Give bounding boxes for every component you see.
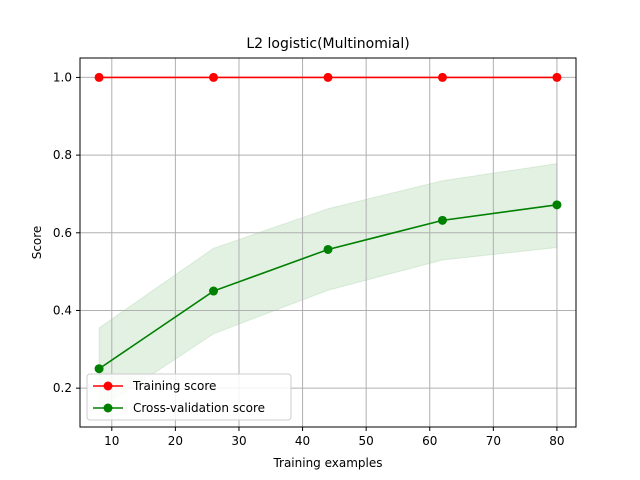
training-score-point bbox=[552, 72, 562, 82]
legend-label-training-score: Training score bbox=[132, 379, 216, 393]
y-axis-ticks: 0.2 0.4 0.6 0.8 1.0 bbox=[53, 70, 80, 395]
y-tick-label: 0.8 bbox=[53, 148, 72, 162]
cross-validation-score-point bbox=[552, 200, 562, 210]
legend-marker-cross-validation-score bbox=[103, 403, 113, 413]
chart-title: L2 logistic(Multinomial) bbox=[246, 36, 409, 52]
training-score-point bbox=[94, 72, 104, 82]
x-tick-label: 70 bbox=[486, 434, 501, 448]
x-tick-label: 30 bbox=[231, 434, 246, 448]
cross-validation-score-point bbox=[209, 286, 219, 296]
x-tick-label: 20 bbox=[168, 434, 183, 448]
x-tick-label: 10 bbox=[104, 434, 119, 448]
x-axis-ticks: 10 20 30 40 50 60 70 80 bbox=[104, 427, 565, 448]
x-tick-label: 80 bbox=[549, 434, 564, 448]
x-axis-label: Training examples bbox=[272, 456, 382, 470]
legend-label-cross-validation-score: Cross-validation score bbox=[133, 401, 265, 415]
y-tick-label: 0.4 bbox=[53, 303, 72, 317]
legend-box bbox=[86, 373, 292, 421]
training-score-point bbox=[437, 72, 447, 82]
cross-validation-score-point bbox=[323, 244, 333, 254]
cross-validation-score-point bbox=[94, 364, 104, 374]
y-tick-label: 0.2 bbox=[53, 381, 72, 395]
training-score-point bbox=[209, 72, 219, 82]
x-tick-label: 60 bbox=[422, 434, 437, 448]
legend: Training score Cross-validation score bbox=[86, 373, 292, 421]
series-markers bbox=[94, 72, 562, 374]
training-score-point bbox=[323, 72, 333, 82]
legend-marker-training-score bbox=[103, 381, 113, 391]
x-tick-label: 40 bbox=[295, 434, 310, 448]
y-tick-label: 1.0 bbox=[53, 70, 72, 84]
y-tick-label: 0.6 bbox=[53, 226, 72, 240]
plot-frame bbox=[79, 57, 577, 428]
y-axis-label: Score bbox=[30, 226, 44, 260]
x-tick-label: 50 bbox=[359, 434, 374, 448]
cross-validation-score-point bbox=[437, 215, 447, 225]
